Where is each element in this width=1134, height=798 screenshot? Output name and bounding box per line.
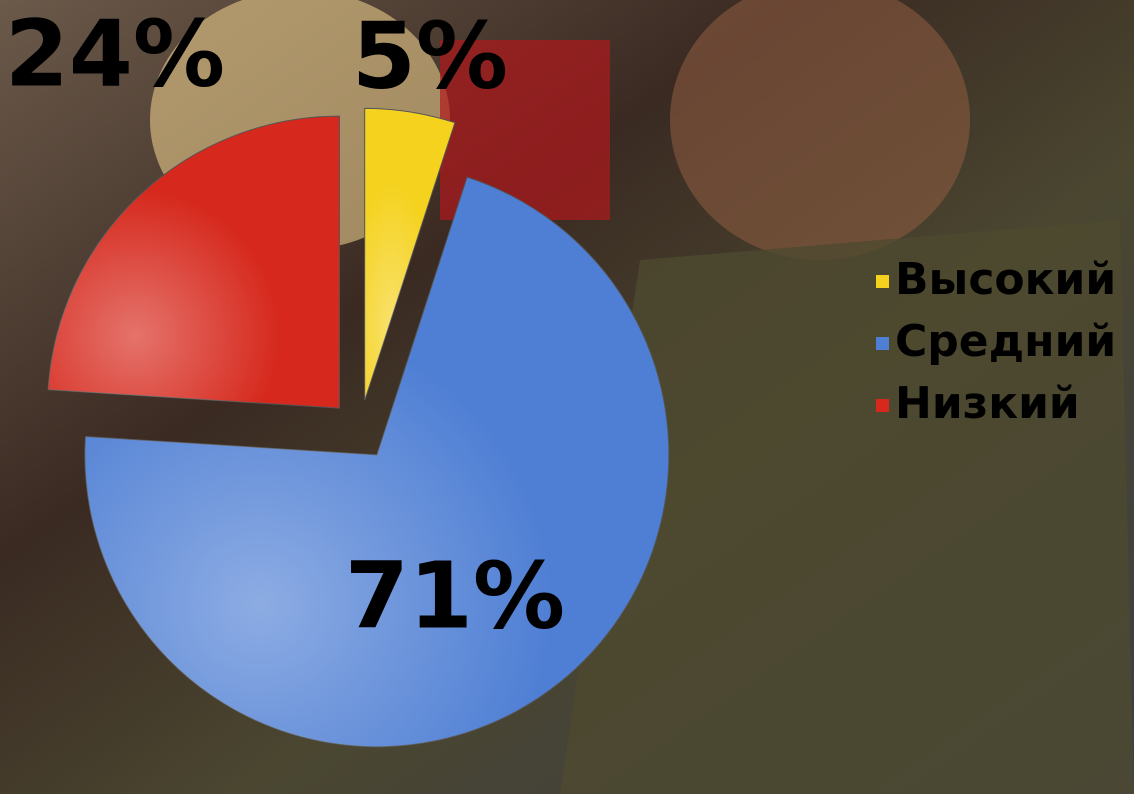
pie: 5% 71% 24% <box>5 0 670 748</box>
background-figure <box>560 220 1134 794</box>
data-label: 24% <box>5 0 225 107</box>
data-label: 71% <box>345 542 565 649</box>
background-figure <box>670 0 970 260</box>
slice-shine <box>48 116 340 409</box>
slice-shine <box>84 177 669 747</box>
legend-label: Низкий <box>895 378 1080 429</box>
data-label: 5% <box>352 2 508 109</box>
legend-swatch <box>876 399 889 412</box>
legend-label: Средний <box>895 316 1116 367</box>
slice-shine <box>364 108 455 401</box>
legend-swatch <box>876 337 889 350</box>
legend-label: Высокий <box>895 254 1116 305</box>
legend: Высокий Средний Низкий <box>876 254 1116 429</box>
legend-swatch <box>876 275 889 288</box>
